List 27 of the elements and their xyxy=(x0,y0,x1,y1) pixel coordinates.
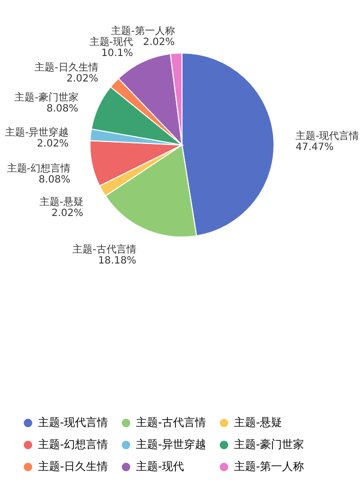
data-label: 47.47% xyxy=(296,142,334,153)
data-label: 18.18% xyxy=(98,255,136,266)
legend-label: 主题-异世穿越 xyxy=(136,438,206,451)
data-label: 8.08% xyxy=(46,104,78,115)
slice-label: 主题-现代 xyxy=(89,36,134,48)
legend-label: 主题-第一人称 xyxy=(234,460,304,473)
data-label: 8.08% xyxy=(38,174,70,186)
data-label: 2.02% xyxy=(51,208,84,219)
legend-label: 主题-现代 xyxy=(136,460,184,473)
legend-label: 主题-现代言情 xyxy=(38,416,108,429)
legend-label: 主题-悬疑 xyxy=(234,416,282,429)
slice-label: 主题-幻想言情 xyxy=(6,162,70,174)
data-label: 2.02% xyxy=(36,138,69,150)
slice-label: 主题-现代言情 xyxy=(296,130,360,142)
slice-label: 主题-古代言情 xyxy=(72,243,136,256)
legend-label: 主题-幻想言情 xyxy=(38,438,108,451)
slice-label: 主题-日久生情 xyxy=(34,62,98,74)
legend-label: 主题-日久生情 xyxy=(38,460,108,473)
legend-label: 主题-古代言情 xyxy=(136,416,206,429)
slice-label: 主题-第一人称 xyxy=(111,25,175,38)
data-label: 2.02% xyxy=(142,37,175,48)
slice-label: 主题-豪门世家 xyxy=(14,92,78,104)
data-label: 10.1% xyxy=(101,48,134,60)
slice-label: 主题-异世穿越 xyxy=(5,126,69,138)
legend-label: 主题-豪门世家 xyxy=(234,438,304,451)
data-label: 2.02% xyxy=(66,74,98,85)
slice-label: 主题-悬疑 xyxy=(40,196,84,208)
